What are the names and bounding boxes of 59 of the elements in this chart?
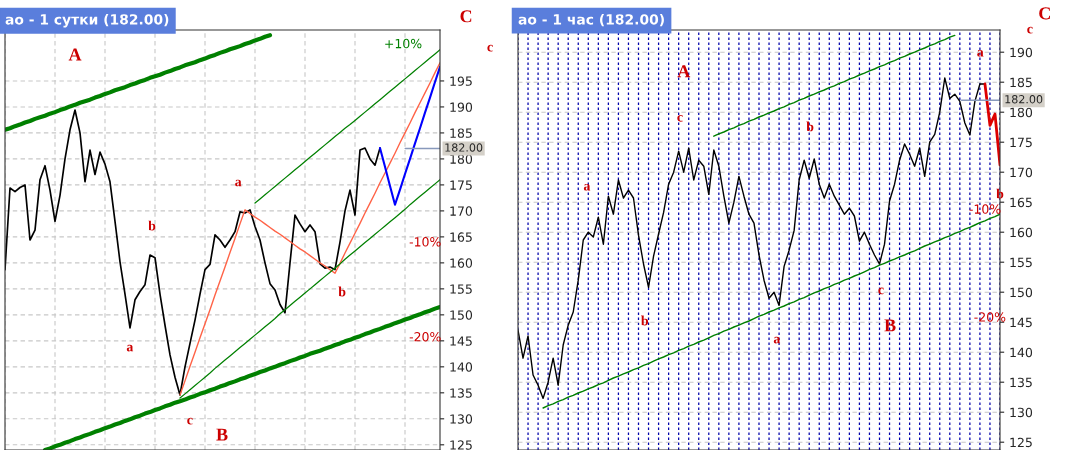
annotation: b xyxy=(148,220,156,231)
y-tick-label: 190 xyxy=(1010,47,1033,58)
y-tick-label: 135 xyxy=(1010,377,1032,388)
annotation: a xyxy=(583,183,591,191)
annotation: c xyxy=(878,287,884,295)
text: C xyxy=(1039,7,1050,20)
annotation: a xyxy=(773,336,781,344)
y-tick-label: 195 xyxy=(450,76,472,86)
annotation: A xyxy=(677,65,691,78)
y-tick-label: 190 xyxy=(450,102,473,112)
annotation: +10% xyxy=(385,38,422,49)
y-tick-label: 175 xyxy=(450,180,472,190)
y-tick-label: 140 xyxy=(1010,347,1033,358)
ref-line-label: 182.00 xyxy=(1005,95,1043,104)
y-tick-label: 170 xyxy=(1010,167,1033,178)
chart-title: ао - 1 час (182.00) xyxy=(518,13,664,27)
y-tick-label: 125 xyxy=(1010,437,1032,448)
annotation: b xyxy=(338,286,346,297)
text: c xyxy=(1027,26,1033,34)
annotation: B xyxy=(216,428,228,441)
y-tick-label: 155 xyxy=(450,284,472,294)
ref-line-label: 182.00 xyxy=(445,143,483,152)
y-tick-label: 165 xyxy=(450,232,472,242)
annotation: c xyxy=(677,114,683,122)
annotation: c xyxy=(187,417,193,425)
text: C xyxy=(460,10,472,23)
y-tick-label: 130 xyxy=(450,414,473,424)
annotation: -10% xyxy=(969,204,1001,214)
y-tick-label: 155 xyxy=(1010,257,1032,268)
y-tick-label: 180 xyxy=(1010,107,1033,118)
annotation: B xyxy=(884,319,896,332)
annotation: b xyxy=(641,315,649,326)
y-tick-label: 135 xyxy=(450,388,472,398)
y-tick-label: 160 xyxy=(1010,227,1033,238)
annotation: a xyxy=(235,179,242,187)
annotation: A xyxy=(68,48,82,61)
y-tick-label: 185 xyxy=(450,128,472,138)
y-tick-label: 130 xyxy=(1010,407,1033,418)
y-tick-label: 150 xyxy=(450,310,473,320)
y-tick-label: 185 xyxy=(1010,77,1032,88)
y-tick-label: 125 xyxy=(450,440,472,450)
y-tick-label: 180 xyxy=(450,154,473,164)
annotation: -20% xyxy=(974,312,1006,322)
annotation: b xyxy=(806,121,814,132)
y-tick-label: 160 xyxy=(450,258,473,268)
y-tick-label: 165 xyxy=(1010,197,1032,208)
annotation: -10% xyxy=(409,237,441,247)
y-tick-label: 145 xyxy=(1010,317,1032,328)
annotation: -20% xyxy=(409,332,441,342)
y-tick-label: 170 xyxy=(450,206,473,216)
y-tick-label: 145 xyxy=(450,336,472,346)
y-tick-label: 175 xyxy=(1010,137,1032,148)
chart-title: ао - 1 сутки (182.00) xyxy=(5,13,169,28)
text: c xyxy=(487,44,493,52)
y-tick-label: 140 xyxy=(450,362,473,372)
annotation: b xyxy=(996,188,1004,199)
annotation: a xyxy=(977,49,984,57)
annotation: a xyxy=(126,344,134,352)
y-tick-label: 150 xyxy=(1010,287,1033,298)
